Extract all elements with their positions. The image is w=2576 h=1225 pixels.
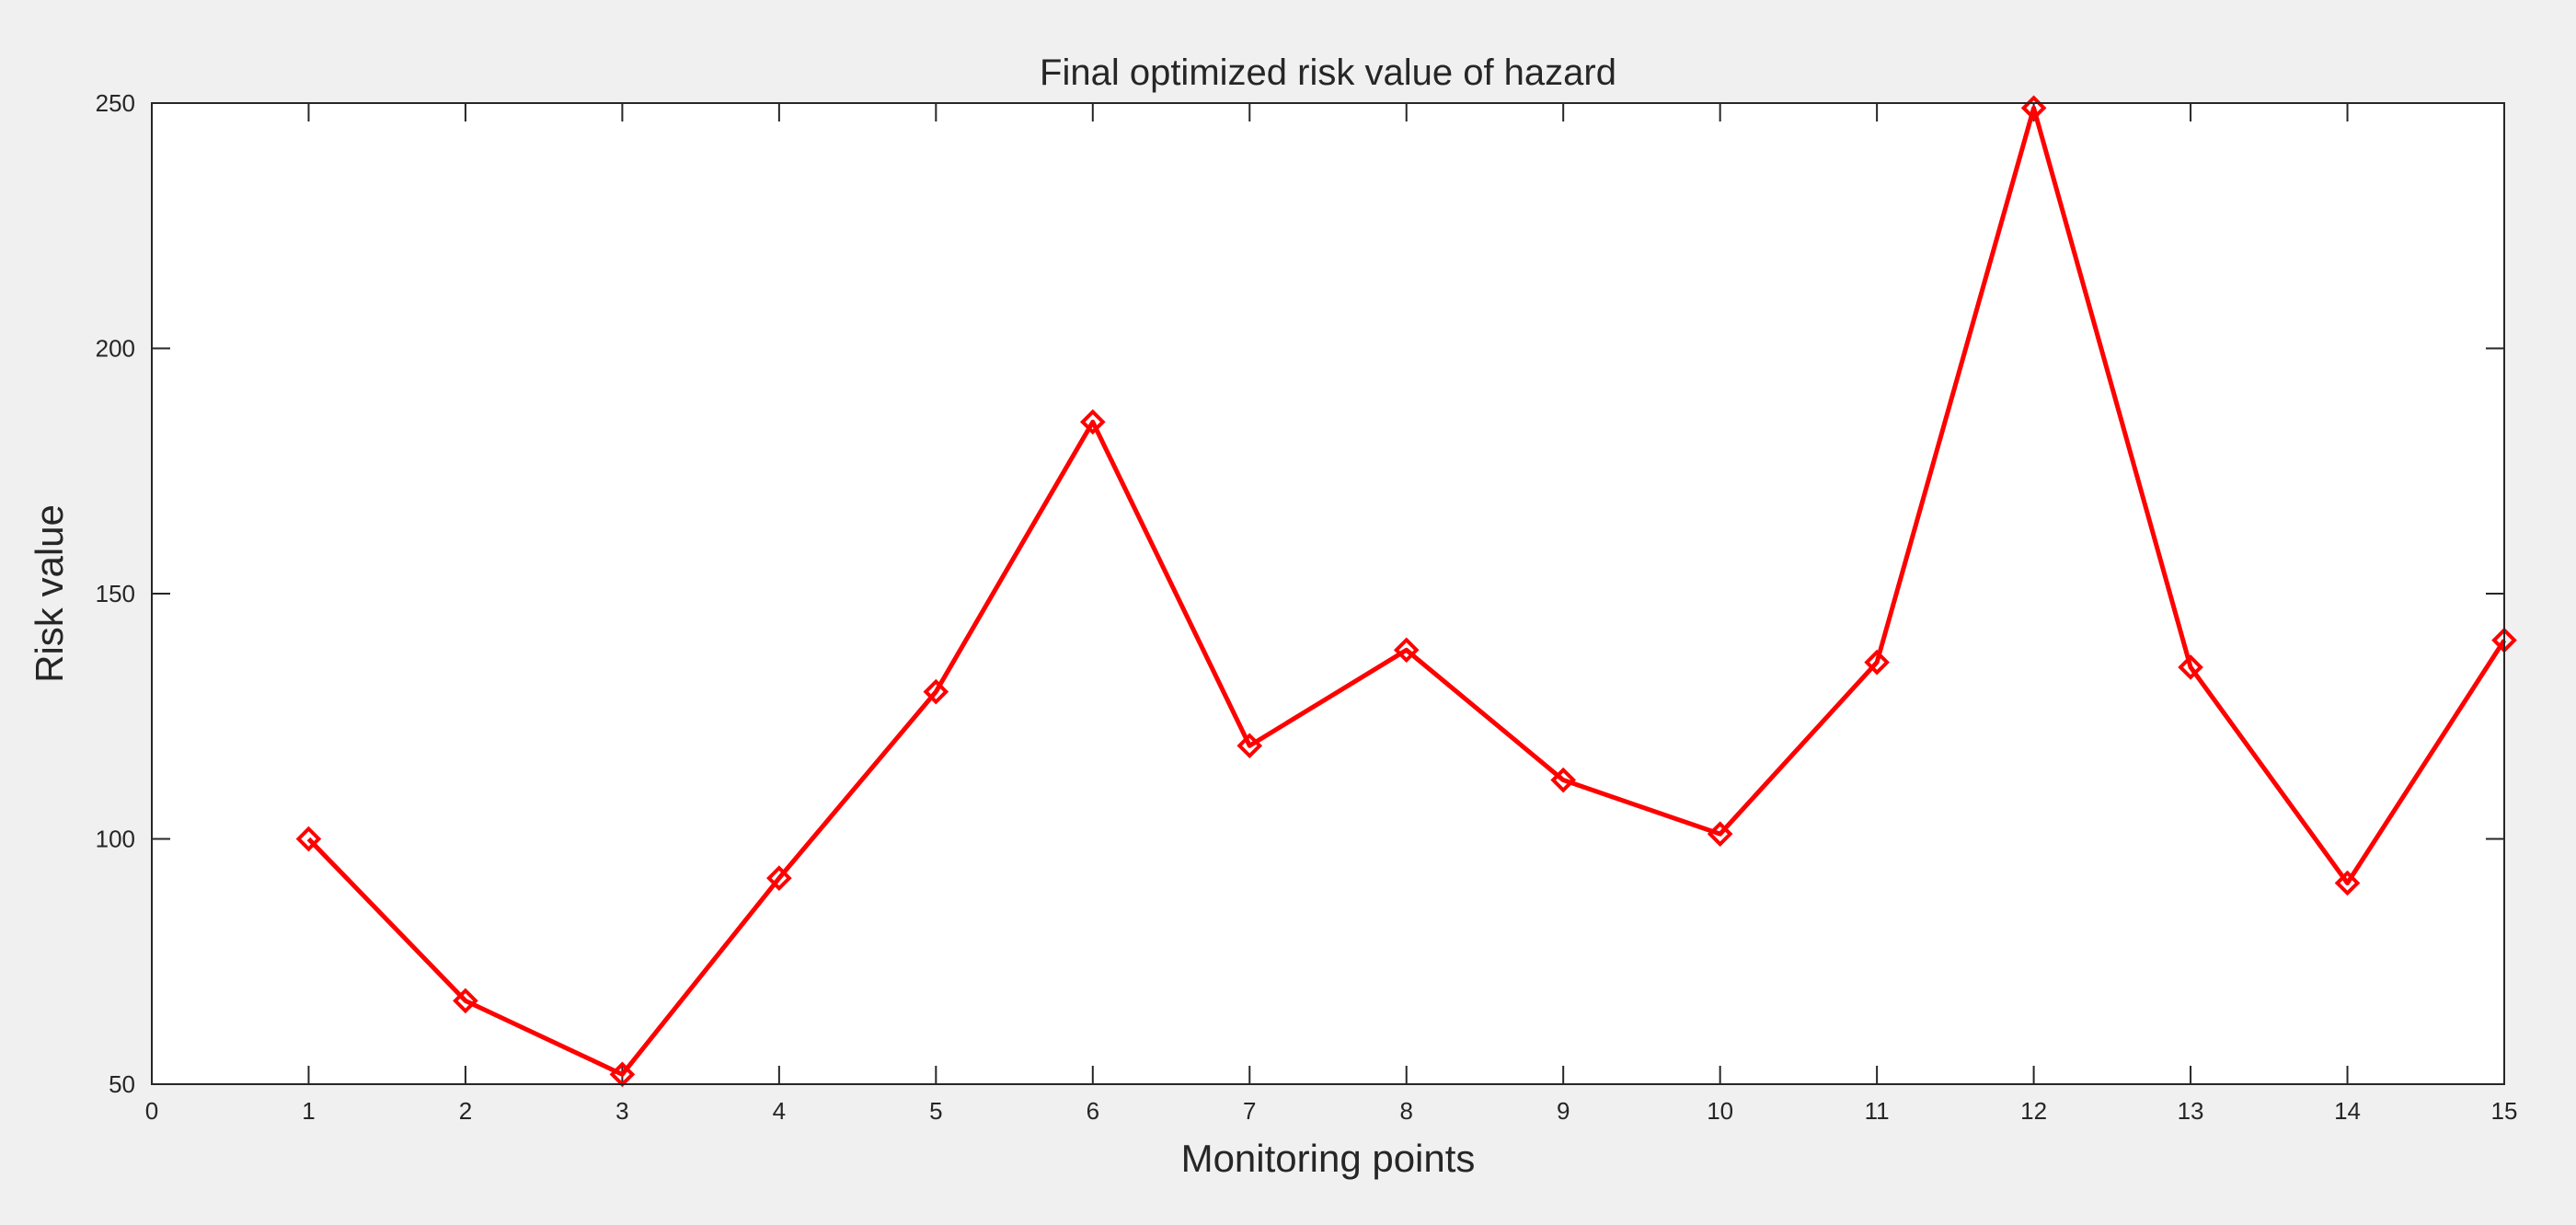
data-point-marker: [923, 678, 949, 705]
data-point-marker: [1707, 821, 1733, 847]
data-point-marker: [2334, 870, 2361, 896]
x-tick-label: 0: [145, 1097, 158, 1125]
x-tick-label: 15: [2491, 1097, 2518, 1125]
data-point-marker: [2020, 95, 2047, 121]
series-line: [306, 105, 2507, 1077]
plot-border: [151, 102, 2505, 1085]
x-tick-label: 8: [1399, 1097, 1412, 1125]
x-axis-label: Monitoring points: [1181, 1137, 1476, 1180]
data-point-marker: [1393, 637, 1420, 664]
data-point-marker: [766, 865, 792, 891]
data-point-marker: [1864, 649, 1890, 676]
y-tick-label: 150: [96, 580, 135, 607]
x-tick-label: 1: [302, 1097, 315, 1125]
x-tick-label: 11: [1865, 1097, 1890, 1125]
x-tick-label: 14: [2334, 1097, 2361, 1125]
y-axis-label: Risk value: [28, 504, 71, 683]
x-tick-label: 2: [459, 1097, 472, 1125]
data-point-marker: [2178, 654, 2203, 680]
data-point-marker: [295, 826, 322, 852]
x-tick-label: 7: [1243, 1097, 1256, 1125]
x-tick-label: 3: [615, 1097, 628, 1125]
y-tick-label: 200: [96, 335, 135, 363]
data-point-marker: [1079, 409, 1106, 435]
y-tick-label: 100: [96, 826, 135, 853]
x-tick-label: 4: [773, 1097, 786, 1125]
chart-title: Final optimized risk value of hazard: [1040, 52, 1616, 93]
data-point-marker: [1236, 733, 1263, 759]
x-tick-label: 12: [2020, 1097, 2047, 1125]
data-point-marker: [453, 988, 478, 1014]
data-point-marker: [1550, 767, 1577, 793]
x-tick-label: 5: [929, 1097, 942, 1125]
x-tick-label: 13: [2178, 1097, 2204, 1125]
x-tick-label: 6: [1087, 1097, 1099, 1125]
plot-area: [152, 103, 2504, 1084]
y-tick-label: 50: [109, 1070, 135, 1098]
y-tick-label: 250: [96, 89, 135, 117]
x-tick-label: 9: [1557, 1097, 1570, 1125]
x-tick-label: 10: [1707, 1097, 1733, 1125]
